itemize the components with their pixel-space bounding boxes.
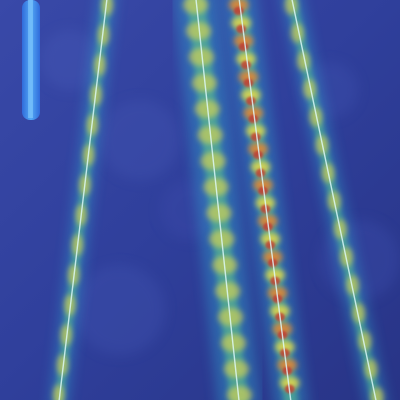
stripe-center-core	[248, 114, 259, 124]
stripe-center-left-hotspot	[182, 0, 209, 15]
stripe-right-hotspot	[303, 79, 316, 99]
stripe-center-core	[233, 6, 244, 16]
stripe-center-hotspot	[275, 340, 295, 354]
stripe-center-left-hotspot	[188, 47, 215, 67]
stripe-right	[281, 0, 387, 400]
stripe-center-left-hotspot	[226, 385, 253, 400]
stripe-right-hotspot	[309, 107, 323, 127]
stripe-center-left-hotspot	[185, 21, 212, 41]
stripe-right-hotspot	[352, 303, 366, 323]
stripe-center-core	[250, 132, 261, 142]
stripe-center-core	[236, 24, 247, 34]
stripe-center-core	[260, 204, 271, 214]
stripe-center-hotspot	[277, 358, 298, 372]
stripe-center-core	[238, 42, 249, 52]
stripe-center-hotspot	[236, 52, 256, 66]
stripe-right-hotspot	[346, 275, 360, 295]
stripe-center-core	[245, 96, 256, 106]
stripe-left	[49, 0, 117, 400]
stripe-left-hotspot	[94, 54, 106, 76]
stripe-center-core	[255, 168, 266, 178]
stripe-center-hotspot	[231, 16, 251, 30]
heat-stripes	[49, 0, 387, 400]
stripe-center-core	[241, 60, 251, 70]
stripe-left-hotspot	[98, 24, 110, 46]
stripe-center-hotspot	[238, 70, 259, 84]
stripe-left-hotspot	[56, 354, 68, 376]
post-object	[22, 0, 40, 120]
stripe-center-left-hotspot	[220, 333, 247, 353]
stripe-center-hotspot	[270, 304, 290, 318]
stripe-center-core	[243, 78, 254, 88]
stripe-center	[222, 0, 308, 400]
stripe-center-hotspot	[272, 322, 293, 336]
stripe-left-hotspot	[101, 0, 113, 16]
stripe-center-core	[253, 150, 264, 160]
stripe-left-hotspot	[53, 384, 65, 400]
stripe-center-hotspot	[279, 376, 300, 390]
stripe-center-left	[174, 0, 261, 400]
stripe-center-left-hotspot	[223, 359, 250, 379]
stripe-center-core	[258, 186, 268, 196]
stripe-center-hotspot	[228, 0, 249, 12]
stripe-center-hotspot	[233, 34, 254, 48]
stripe-left-hotspot	[60, 324, 72, 346]
